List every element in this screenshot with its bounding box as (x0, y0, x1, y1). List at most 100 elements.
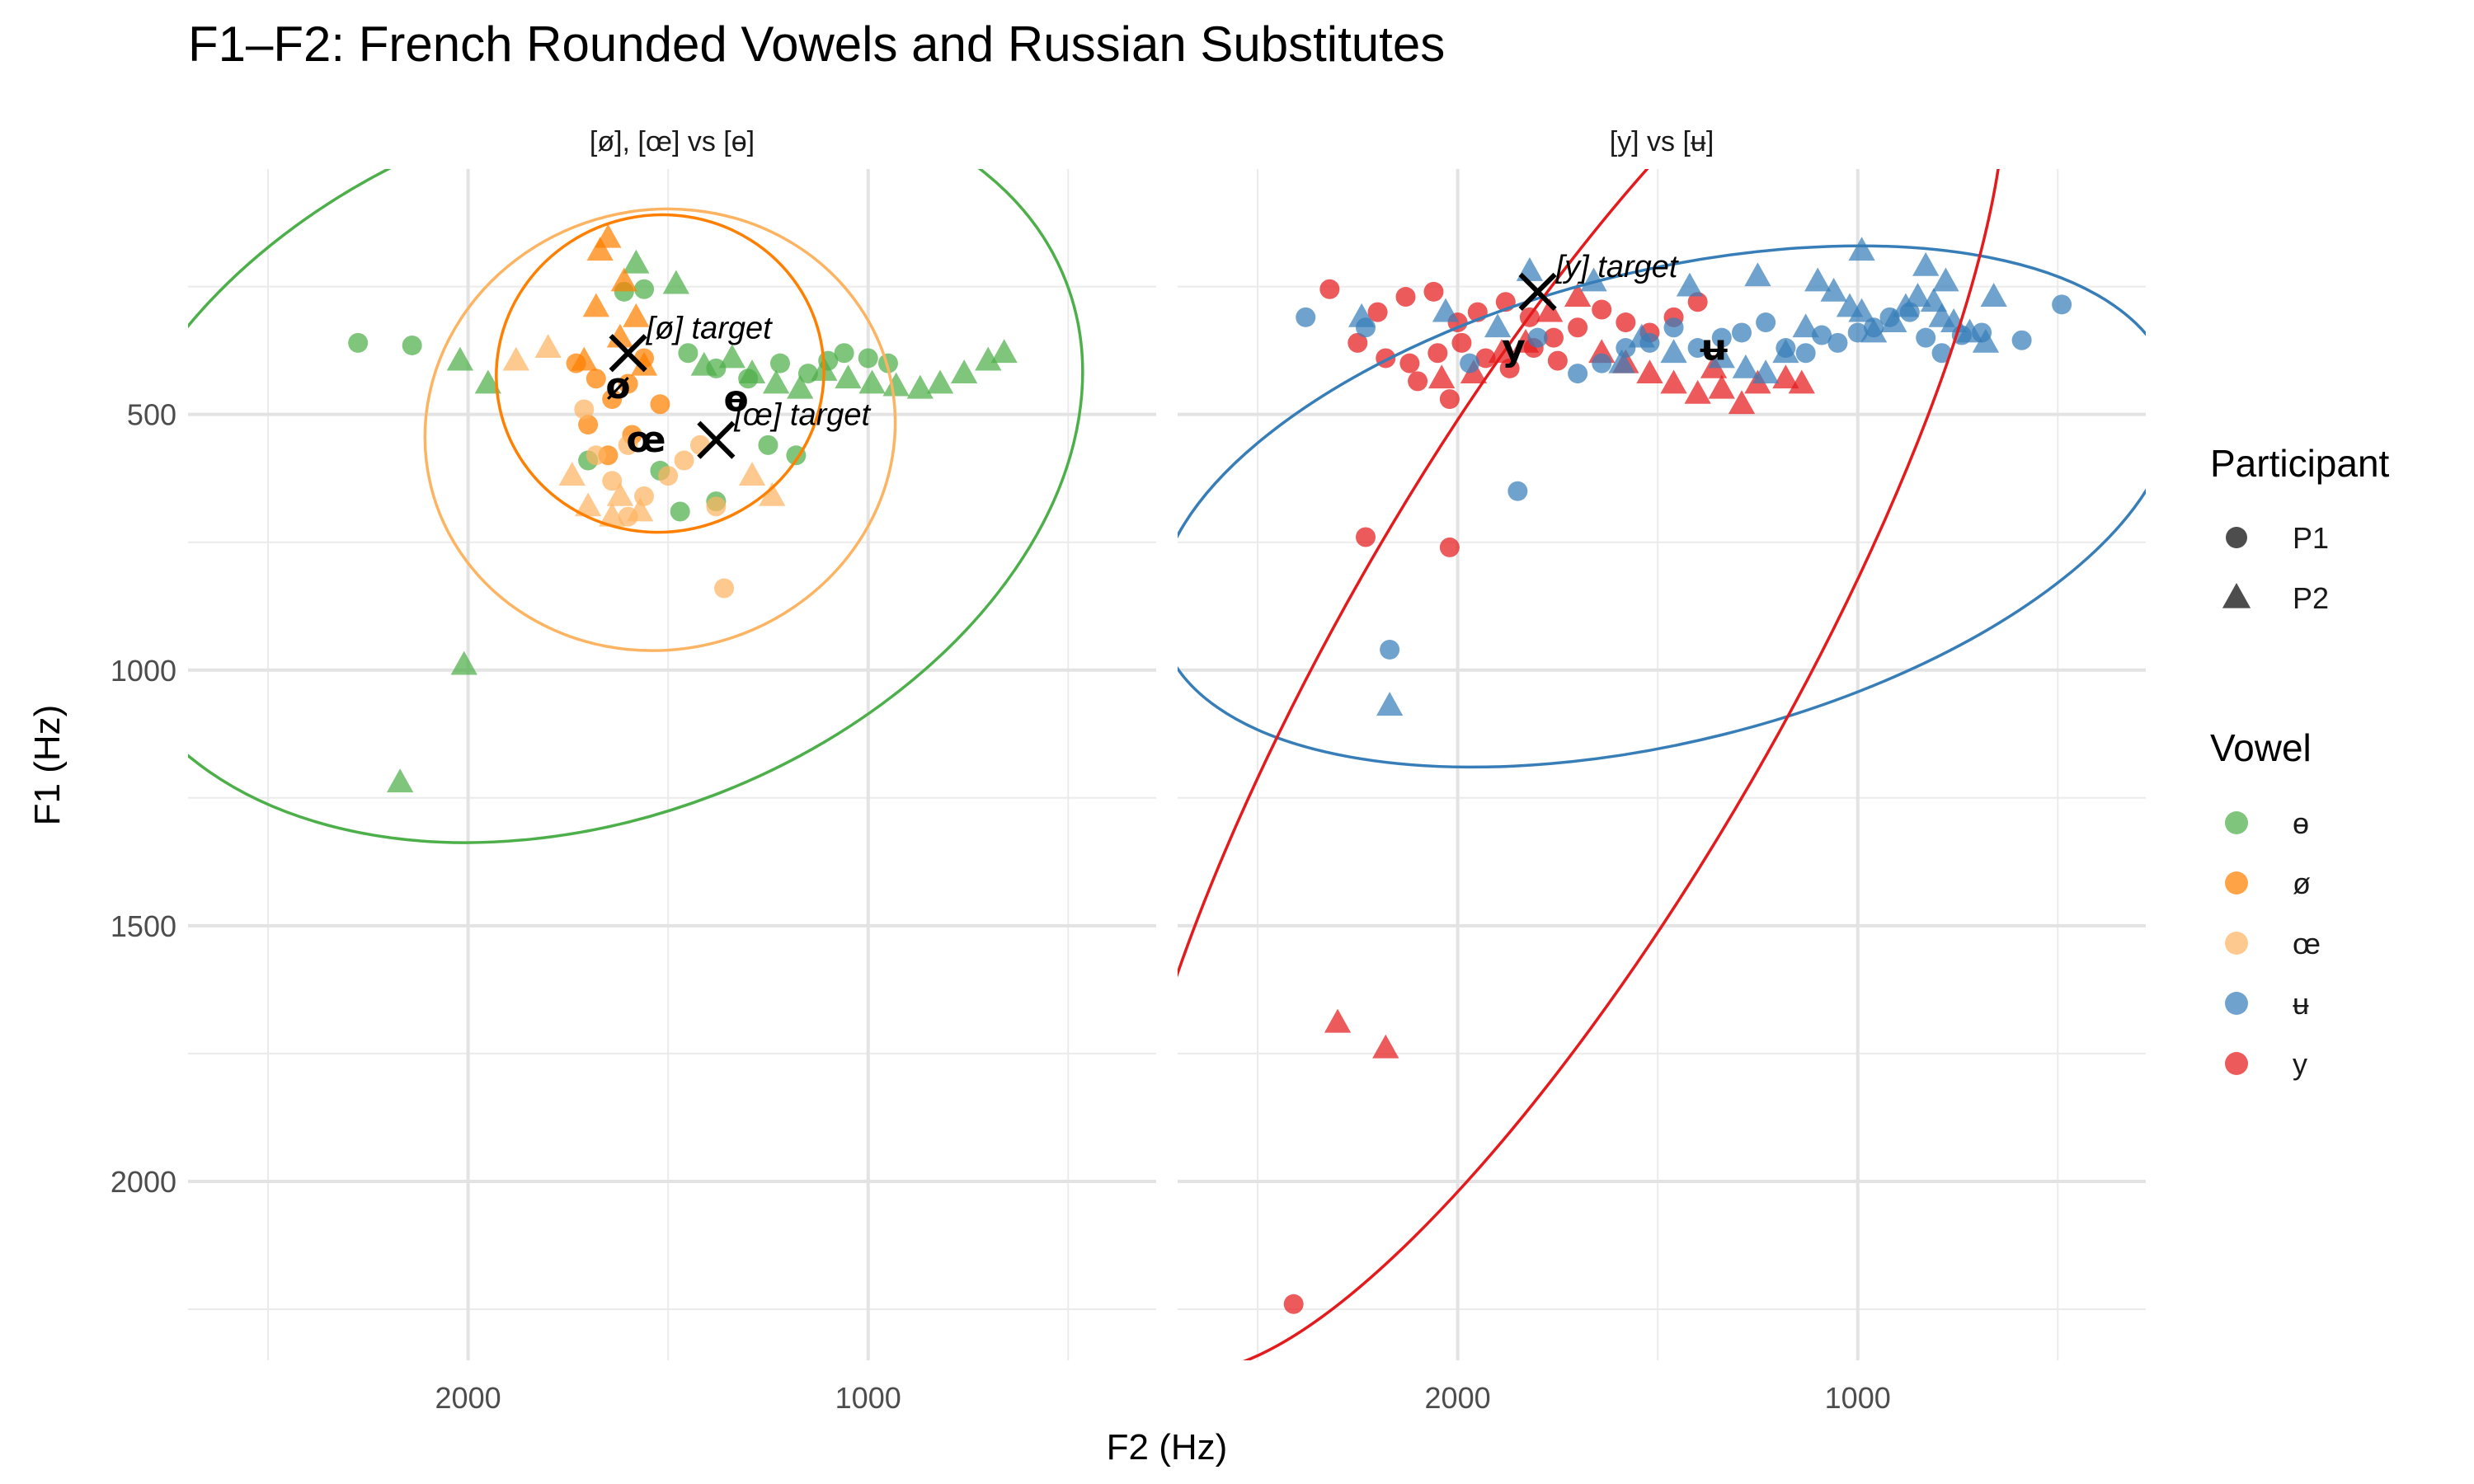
data-point (502, 346, 529, 371)
data-point (834, 343, 854, 364)
legend-key-color (2225, 1052, 2248, 1075)
centroid-label: ø (605, 365, 630, 407)
data-point (1687, 338, 1708, 359)
data-point (759, 481, 786, 506)
data-point (1636, 359, 1663, 383)
data-point (1880, 308, 1907, 332)
data-point (706, 496, 727, 517)
confidence-ellipse (1178, 169, 2006, 1360)
data-point (1772, 339, 1799, 364)
data-point (610, 267, 637, 292)
data-point (1744, 262, 1771, 287)
data-point (574, 399, 595, 420)
data-point (1319, 279, 1340, 299)
target-label: [œ] target (733, 398, 871, 433)
data-point (926, 369, 954, 394)
data-point (602, 389, 623, 410)
data-point (1527, 327, 1548, 348)
y-tick-label: 1500 (111, 909, 176, 943)
confidence-ellipse (495, 213, 825, 534)
data-point (1916, 327, 1936, 348)
data-point (606, 481, 634, 506)
target-marker (609, 334, 647, 373)
data-point (1728, 390, 1756, 415)
data-point (1663, 317, 1684, 338)
data-point (534, 334, 562, 358)
data-point (1820, 277, 1847, 302)
data-point (1980, 283, 2007, 307)
data-point (1848, 298, 1875, 322)
strip-label-1: [y] vs [ʉ] (1610, 126, 1714, 157)
data-point (762, 369, 790, 394)
data-point (714, 578, 735, 599)
data-point (1684, 379, 1711, 404)
data-point (1348, 303, 1376, 327)
data-point (558, 462, 586, 486)
confidence-ellipse (423, 207, 897, 652)
target-label: [ø] target (646, 311, 773, 345)
data-point (1708, 344, 1735, 369)
data-point (2052, 294, 2072, 315)
panel-high-rounded: 2000 1000 y ʉ [y] target (1178, 169, 2146, 1415)
data-point (1460, 353, 1480, 373)
data-point (1676, 272, 1704, 297)
data-point (975, 346, 1002, 371)
data-point (1372, 1034, 1399, 1059)
data-point (618, 434, 638, 455)
data-point (1956, 318, 1983, 343)
data-point (1367, 302, 1388, 322)
y-tick-label: 2000 (111, 1165, 176, 1199)
data-point (1547, 350, 1568, 371)
data-point (1427, 343, 1448, 364)
data-point (623, 249, 650, 274)
data-point (1708, 374, 1735, 399)
data-point (1395, 287, 1416, 308)
data-point (1423, 281, 1444, 302)
data-point (1804, 267, 1832, 292)
data-point (1860, 318, 1888, 343)
data-point (1428, 364, 1456, 389)
data-point (348, 332, 369, 353)
data-point (1399, 353, 1420, 373)
confidence-ellipse (188, 169, 1084, 844)
data-point (1616, 312, 1636, 333)
data-point (1847, 322, 1868, 343)
data-point (1792, 313, 1819, 338)
data-point (1488, 339, 1516, 364)
target-marker (697, 420, 736, 459)
data-point (627, 497, 654, 522)
data-point (586, 237, 614, 261)
data-point (1544, 327, 1564, 348)
data-point (1932, 267, 1959, 292)
data-point (634, 279, 655, 299)
data-point (602, 471, 623, 491)
data-point (1608, 349, 1635, 373)
data-point (1795, 343, 1816, 364)
data-point (787, 374, 814, 399)
data-point (1296, 307, 1316, 327)
data-point (877, 353, 898, 373)
legend-key-color (2225, 932, 2248, 955)
data-point (1732, 354, 1760, 378)
data-point (906, 374, 934, 399)
data-point (678, 343, 698, 364)
legend-label: ø (2293, 866, 2311, 900)
data-point (1568, 317, 1588, 338)
data-point (858, 369, 886, 394)
data-point (1484, 313, 1512, 338)
confidence-ellipse (1178, 244, 2146, 769)
data-point (1568, 364, 1588, 384)
data-point (1432, 298, 1460, 322)
x-tick-label: 2000 (435, 1381, 501, 1415)
legend-label: P1 (2293, 521, 2329, 555)
data-point (578, 415, 599, 435)
data-point (1592, 299, 1612, 320)
x-tick-label: 1000 (1825, 1381, 1891, 1415)
data-point (662, 270, 690, 294)
legend-key-color (2225, 811, 2248, 834)
data-point (402, 335, 422, 355)
target-marker (1518, 272, 1557, 311)
data-point (386, 768, 414, 793)
